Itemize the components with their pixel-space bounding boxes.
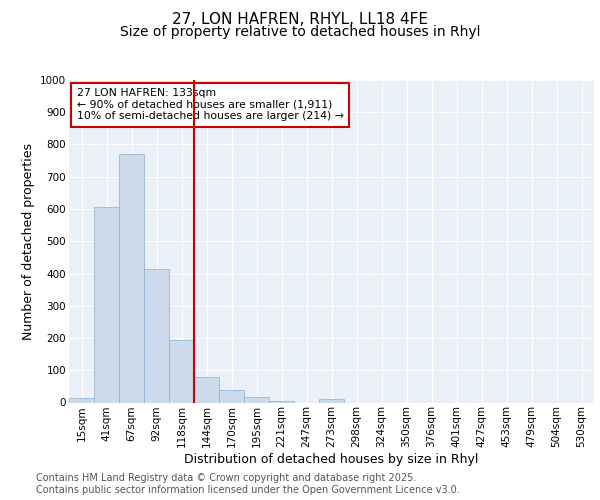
Bar bbox=[94, 206, 119, 402]
Text: Contains HM Land Registry data © Crown copyright and database right 2025.
Contai: Contains HM Land Registry data © Crown c… bbox=[36, 474, 460, 495]
Bar bbox=[269, 401, 294, 402]
Bar bbox=[69, 398, 94, 402]
Bar bbox=[144, 270, 169, 402]
Text: 27, LON HAFREN, RHYL, LL18 4FE: 27, LON HAFREN, RHYL, LL18 4FE bbox=[172, 12, 428, 28]
Bar bbox=[119, 154, 144, 402]
Bar bbox=[219, 390, 244, 402]
Text: Size of property relative to detached houses in Rhyl: Size of property relative to detached ho… bbox=[120, 25, 480, 39]
Y-axis label: Number of detached properties: Number of detached properties bbox=[22, 143, 35, 340]
Text: 27 LON HAFREN: 133sqm
← 90% of detached houses are smaller (1,911)
10% of semi-d: 27 LON HAFREN: 133sqm ← 90% of detached … bbox=[77, 88, 344, 122]
X-axis label: Distribution of detached houses by size in Rhyl: Distribution of detached houses by size … bbox=[184, 453, 479, 466]
Bar bbox=[169, 340, 194, 402]
Bar bbox=[319, 399, 344, 402]
Bar bbox=[194, 378, 219, 402]
Bar bbox=[244, 398, 269, 402]
